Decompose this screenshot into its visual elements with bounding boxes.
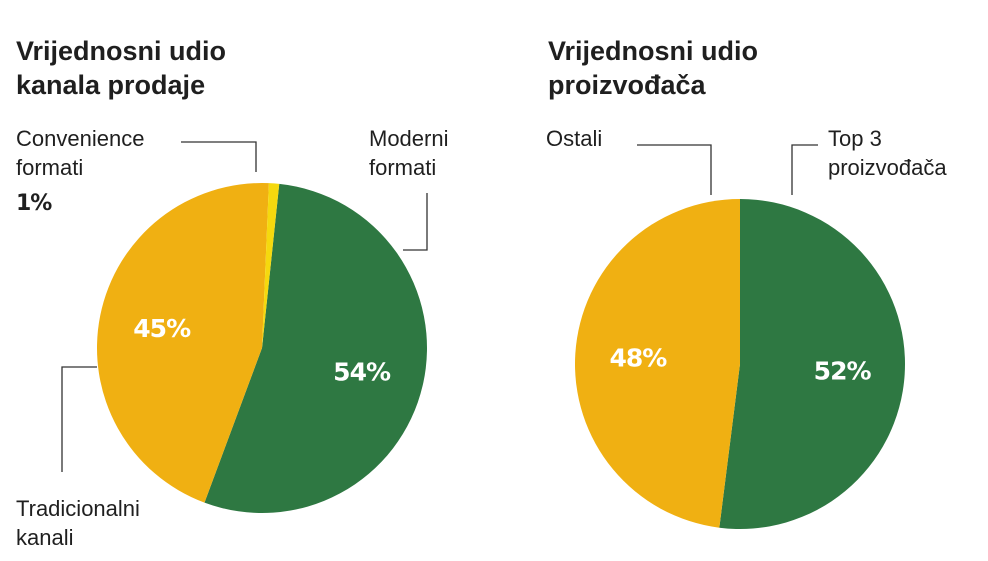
pie-slice-proizvodjaca-ostali: [575, 199, 740, 528]
chart1-title-line2: kanala prodaje: [16, 70, 206, 100]
callout-moderni: Moderni formati: [369, 124, 448, 182]
pie-slice-value-label: 48%: [609, 344, 667, 373]
callout-convenience: Convenience formati: [16, 124, 144, 182]
callout-tradicionalni-line1: Tradicionalni: [16, 496, 140, 521]
callout-top3-line2: proizvođača: [828, 155, 947, 180]
callout-convenience-line2: formati: [16, 155, 84, 180]
pie-slice-kanala-tradicionalni-kanali: [97, 183, 269, 503]
callout-ostali: Ostali: [546, 124, 602, 153]
callout-tradicionalni-line2: kanali: [16, 525, 74, 550]
pie-slice-value-label: 52%: [814, 356, 872, 385]
callout-top3: Top 3 proizvođača: [828, 124, 947, 182]
leader-line-convenience: [181, 141, 257, 172]
pie-chart-proizvodjaca: 52% 48%: [575, 199, 905, 529]
pie-chart-kanala-prodaje: 54% 45%: [97, 183, 428, 514]
pie-slice-kanala-moderni-formati: [204, 183, 428, 514]
callout-tradicionalni: Tradicionalni kanali: [16, 494, 140, 552]
chart1-title: Vrijednosni udio kanala prodaje: [16, 34, 226, 102]
pie-slice-proizvodjaca-top-3-proizvo-a-a: [719, 199, 905, 529]
leader-line-ostali: [637, 144, 712, 195]
callout-ostali-line1: Ostali: [546, 126, 603, 151]
callout-moderni-line1: Moderni: [369, 126, 449, 151]
chart2-title-line1: Vrijednosni udio: [548, 36, 759, 66]
chart2-title-line2: proizvođača: [548, 70, 706, 100]
callout-convenience-line1: Convenience: [16, 126, 145, 151]
leader-line-top3: [791, 144, 818, 195]
pie-slice-kanala-convenience-formati: [262, 183, 280, 348]
leader-line-moderni: [403, 193, 428, 251]
leader-line-tradicionalni: [61, 366, 97, 472]
callout-convenience-pct: 1%: [16, 191, 52, 216]
callout-moderni-line2: formati: [369, 155, 437, 180]
chart1-title-line1: Vrijednosni udio: [16, 36, 227, 66]
pie-slice-value-label: 45%: [133, 314, 191, 343]
callout-top3-line1: Top 3: [828, 126, 882, 151]
pie-slice-value-label: 54%: [333, 357, 391, 386]
chart2-title: Vrijednosni udio proizvođača: [548, 34, 758, 102]
